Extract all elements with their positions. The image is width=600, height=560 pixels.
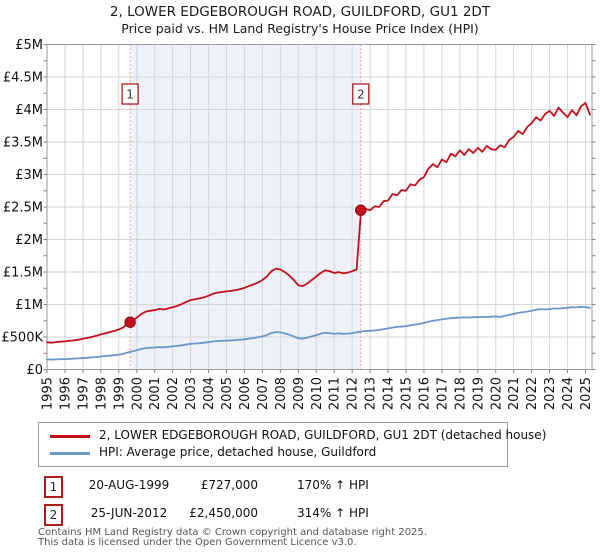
footer-line-2: This data is licensed under the Open Gov… xyxy=(38,537,357,548)
sale-marker-box-label-2: 2 xyxy=(357,88,365,102)
x-tick-label: 2025 xyxy=(579,377,594,410)
property-line-swatch xyxy=(50,435,90,438)
plot-border xyxy=(46,44,593,370)
sale-1-date: 20-AUG-1999 xyxy=(88,478,170,492)
page-subtitle: Price paid vs. HM Land Registry's House … xyxy=(121,21,479,36)
hpi-line-swatch xyxy=(50,452,90,455)
x-tick-label: 1999 xyxy=(112,377,127,410)
sale-marker-dot-1 xyxy=(124,316,136,328)
x-tick-label: 2008 xyxy=(274,377,289,410)
legend: 2, LOWER EDGEBOROUGH ROAD, GUILDFORD, GU… xyxy=(38,422,546,467)
sale-2-date: 25-JUN-2012 xyxy=(90,506,168,520)
x-tick-label: 2021 xyxy=(507,377,522,410)
x-tick-label: 2011 xyxy=(328,377,343,410)
sale-2-price: £2,450,000 xyxy=(189,506,258,520)
y-tick-label: £500K xyxy=(1,331,43,346)
x-tick-label: 2014 xyxy=(382,377,397,410)
x-tick-label: 2022 xyxy=(525,377,540,410)
x-tick-label: 2016 xyxy=(417,377,432,410)
x-tick-label: 2023 xyxy=(543,377,558,410)
x-tick-label: 1997 xyxy=(76,377,91,410)
x-tick-label: 2005 xyxy=(220,377,235,410)
x-tick-label: 1998 xyxy=(94,377,109,410)
y-tick-label: £2.5M xyxy=(3,201,43,216)
sale-marker-box-label-1: 1 xyxy=(126,88,134,102)
sale-1-marker-number: 1 xyxy=(44,476,63,498)
x-tick-label: 2001 xyxy=(148,377,163,410)
x-tick-label: 2002 xyxy=(166,377,181,410)
x-tick-label: 2003 xyxy=(184,377,199,410)
sale-marker-dot-2 xyxy=(355,204,367,216)
legend-label-hpi: HPI: Average price, detached house, Guil… xyxy=(99,445,377,459)
legend-item-property: 2, LOWER EDGEBOROUGH ROAD, GUILDFORD, GU… xyxy=(39,427,546,444)
x-tick-label: 2020 xyxy=(489,377,504,410)
x-tick-label: 2018 xyxy=(453,377,468,410)
x-tick-label: 2004 xyxy=(202,377,217,410)
hpi-average-guildford-detached-line xyxy=(46,305,591,361)
sale-1-hpi-change: 170% ↑ HPI xyxy=(297,478,369,492)
x-tick-label: 2006 xyxy=(238,377,253,410)
y-tick-label: £4M xyxy=(15,103,43,118)
sale-marker-box-2 xyxy=(352,83,370,105)
sale-marker-box-1 xyxy=(121,83,139,105)
x-tick-label: 2019 xyxy=(471,377,486,410)
sale-2-marker-number: 2 xyxy=(44,504,63,526)
y-tick-label: £3M xyxy=(15,168,43,183)
x-tick-label: 2015 xyxy=(400,377,415,410)
price-chart: 1 2 £0 £500K £1M £1.5M £2M £2.5M £3M £3.5M £4M £4.5… xyxy=(1,38,596,410)
sale-row-2: 2 25-JUN-2012 £2,450,000 314% ↑ HPI xyxy=(0,504,600,526)
y-tick-label: £1.5M xyxy=(3,266,43,281)
x-tick-label: 1995 xyxy=(41,377,56,410)
x-tick-label: 2024 xyxy=(561,377,576,410)
x-tick-label: 2017 xyxy=(435,377,450,410)
x-tick-label: 2012 xyxy=(346,377,361,410)
sale-1-price: £727,000 xyxy=(200,478,258,492)
sale-2-hpi-change: 314% ↑ HPI xyxy=(297,506,369,520)
y-tick-label: £5M xyxy=(15,38,43,53)
x-tick-label: 1996 xyxy=(58,377,73,410)
legend-item-hpi: HPI: Average price, detached house, Guil… xyxy=(39,444,507,461)
y-tick-label: £0 xyxy=(26,363,43,378)
footer-line-1: Contains HM Land Registry data © Crown c… xyxy=(38,527,427,538)
y-tick-label: £4.5M xyxy=(3,71,43,86)
legend-label-property: 2, LOWER EDGEBOROUGH ROAD, GUILDFORD, GU… xyxy=(99,428,547,442)
y-tick-label: £3.5M xyxy=(3,136,43,151)
x-tick-label: 2009 xyxy=(292,377,307,410)
x-tick-label: 2013 xyxy=(364,377,379,410)
x-tick-label: 2010 xyxy=(310,377,325,410)
y-tick-label: £1M xyxy=(15,298,43,313)
x-tick-label: 2000 xyxy=(130,377,145,410)
y-tick-label: £2M xyxy=(15,233,43,248)
page-title: 2, LOWER EDGEBOROUGH ROAD, GUILDFORD, GU… xyxy=(109,4,491,20)
sale-row-1: 1 20-AUG-1999 £727,000 170% ↑ HPI xyxy=(0,476,600,498)
x-tick-label: 2007 xyxy=(256,377,271,410)
price-paid-hpi-indexed-line xyxy=(46,102,591,344)
